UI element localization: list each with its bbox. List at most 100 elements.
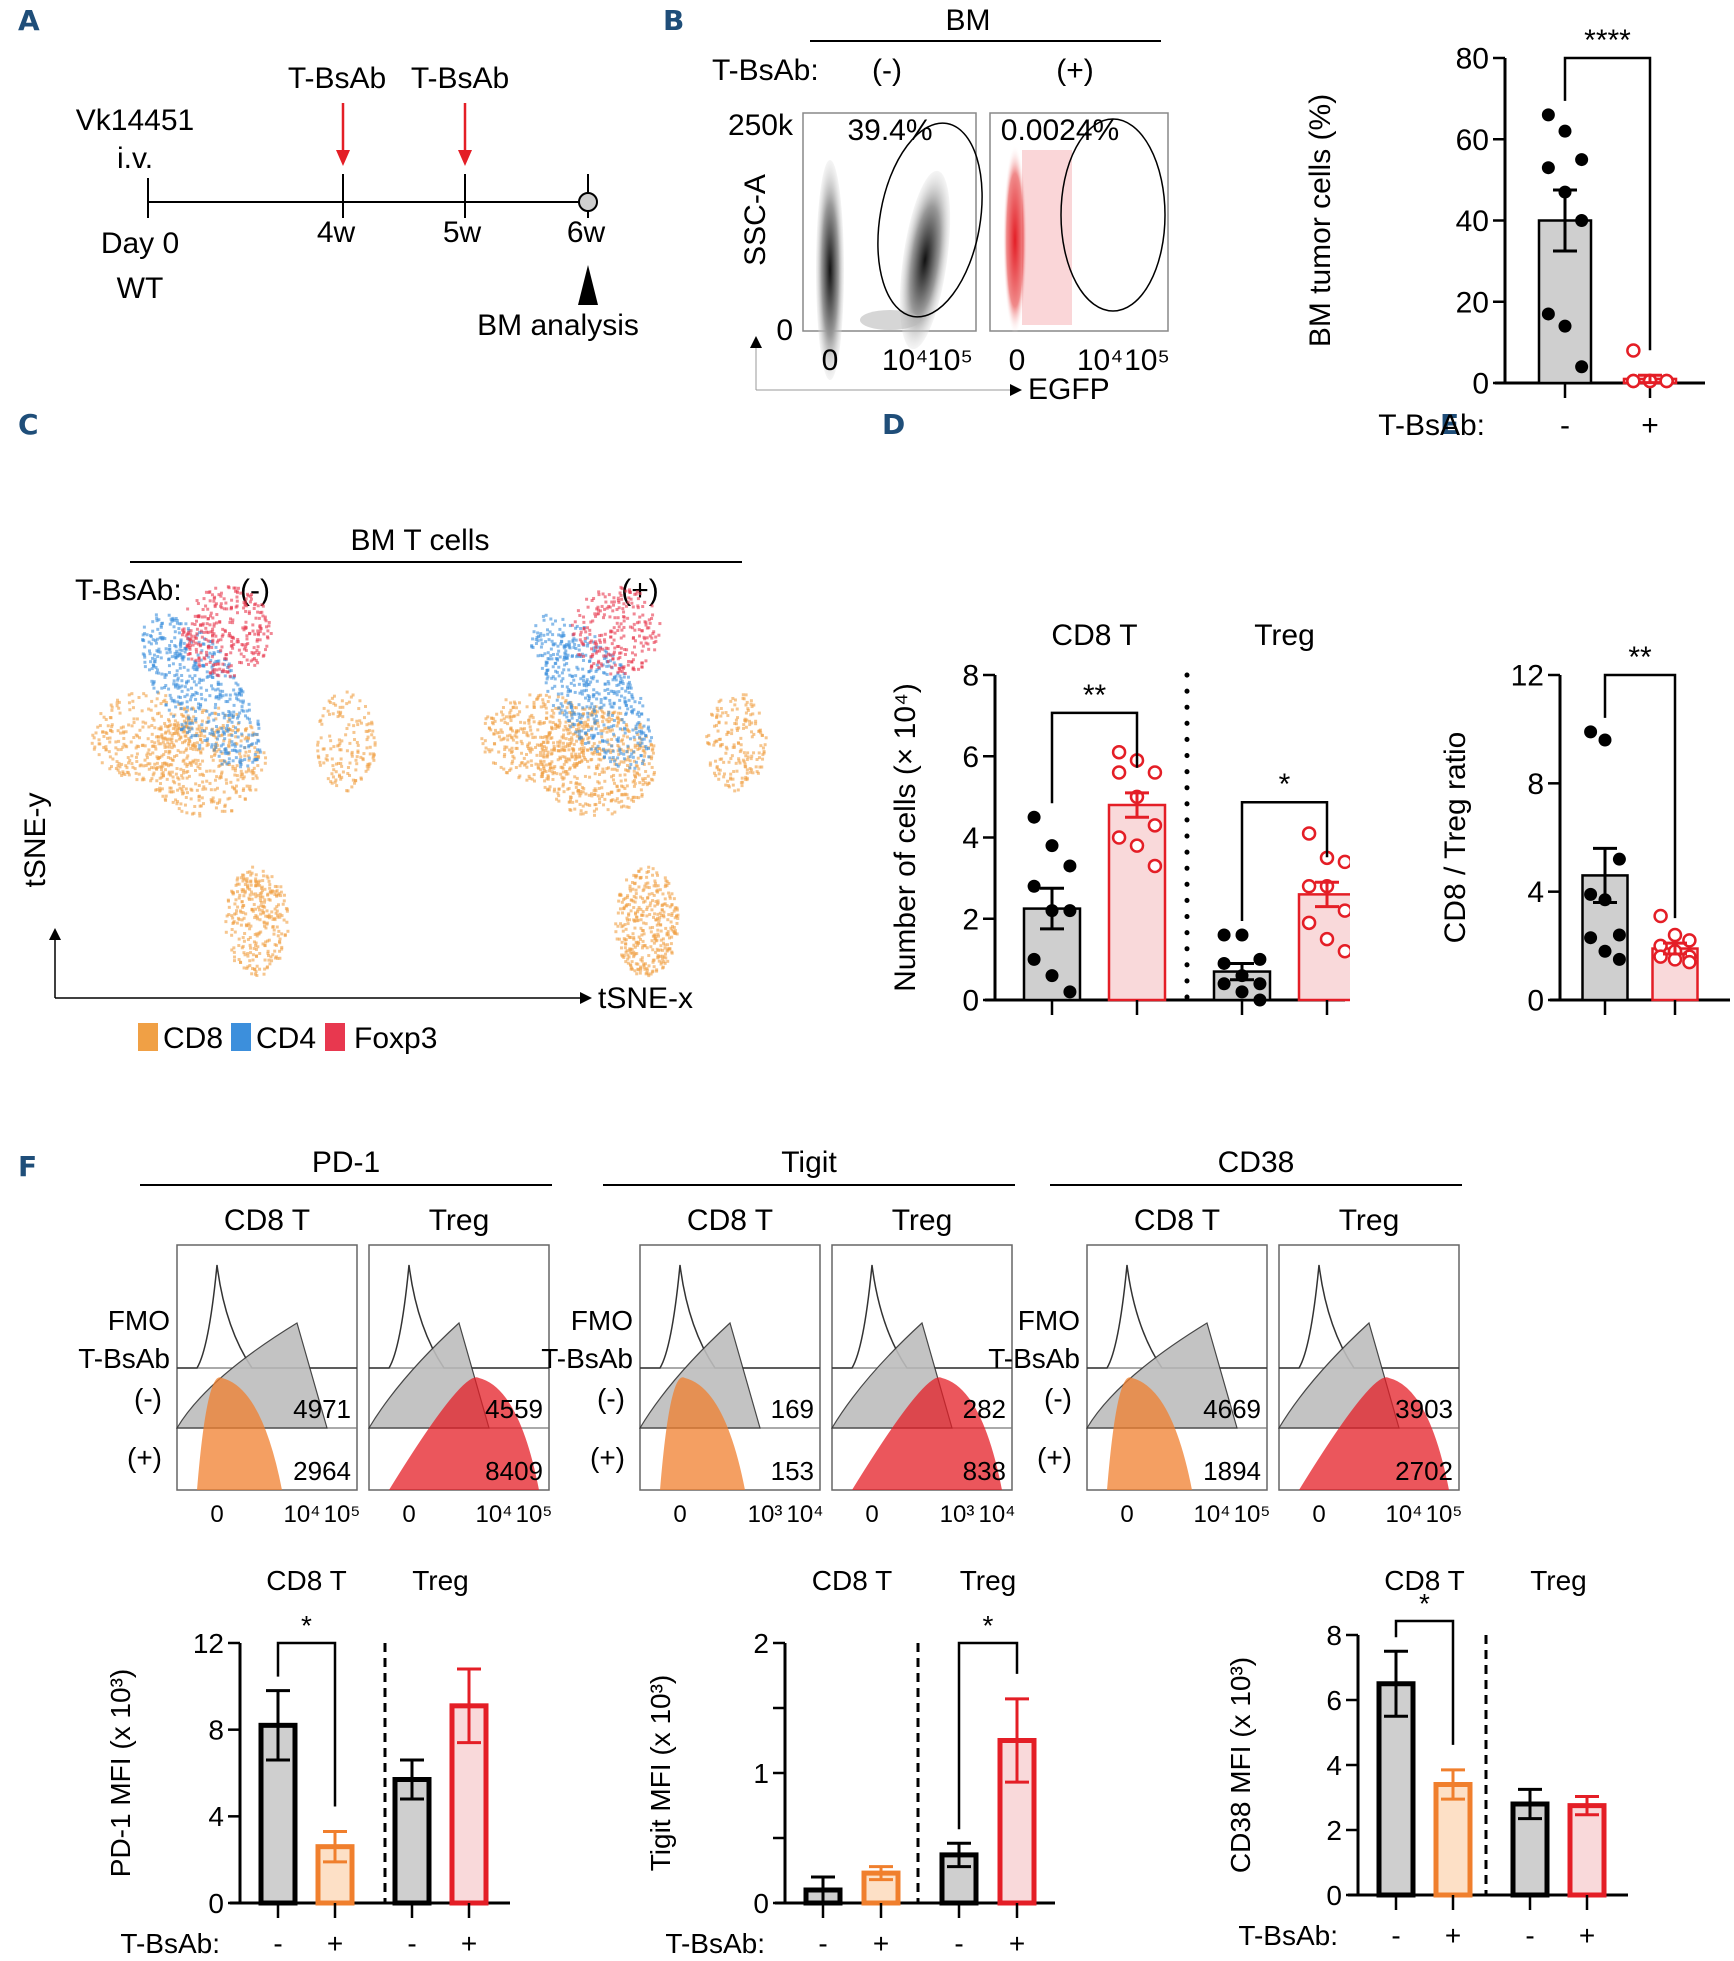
tsne-dot bbox=[598, 753, 601, 756]
tsne-dot bbox=[168, 671, 171, 674]
tsne-dot bbox=[593, 693, 596, 696]
tsne-dot bbox=[206, 622, 209, 625]
tsne-dot bbox=[213, 652, 216, 655]
tsne-dot bbox=[566, 772, 569, 775]
tsne-dot bbox=[198, 767, 201, 770]
tsne-dot bbox=[143, 632, 146, 635]
tsne-dot bbox=[731, 754, 734, 757]
tsne-dot bbox=[190, 764, 193, 767]
tsne-dot bbox=[170, 763, 173, 766]
tsne-dot bbox=[231, 729, 234, 732]
tsne-dot bbox=[649, 740, 652, 743]
x-tick-label: + bbox=[1641, 409, 1659, 440]
tsne-dot bbox=[242, 945, 245, 948]
y-tick-label: 12 bbox=[193, 1628, 224, 1659]
tsne-dot bbox=[574, 627, 577, 630]
tsne-dot bbox=[579, 790, 582, 793]
tsne-dot bbox=[98, 738, 101, 741]
tsne-dot bbox=[591, 677, 594, 680]
tsne-dot bbox=[257, 645, 260, 648]
tsne-dot bbox=[241, 773, 244, 776]
tsne-dot bbox=[248, 632, 251, 635]
tsne-dot bbox=[258, 908, 261, 911]
tsne-dot bbox=[253, 633, 256, 636]
tsne-dot bbox=[566, 685, 569, 688]
tsne-dot bbox=[664, 885, 667, 888]
tsne-dot bbox=[229, 651, 232, 654]
tsne-dot bbox=[346, 789, 349, 792]
tsne-dot bbox=[620, 785, 623, 788]
tsne-dot bbox=[211, 676, 214, 679]
tsne-dot bbox=[621, 718, 624, 721]
tsne-dot bbox=[229, 781, 232, 784]
tsne-dot bbox=[212, 770, 215, 773]
tsne-dot bbox=[652, 867, 655, 870]
tsne-dot bbox=[251, 898, 254, 901]
tsne-dot bbox=[580, 729, 583, 732]
tsne-dot bbox=[716, 709, 719, 712]
tsne-dot bbox=[612, 778, 615, 781]
tsne-dot bbox=[626, 687, 629, 690]
x-tick-label: 0 bbox=[1312, 1501, 1325, 1528]
tsne-dot bbox=[737, 741, 740, 744]
tsne-dot bbox=[544, 640, 547, 643]
tsne-dot bbox=[152, 664, 155, 667]
tsne-dot bbox=[111, 758, 114, 761]
tsne-dot bbox=[179, 802, 182, 805]
tsne-dot bbox=[251, 623, 254, 626]
tsne-dot bbox=[217, 734, 220, 737]
tsne-dot bbox=[193, 668, 196, 671]
tsne-dot bbox=[557, 800, 560, 803]
tsne-dot bbox=[348, 701, 351, 704]
tsne-dot bbox=[201, 615, 204, 618]
tsne-dot bbox=[228, 719, 231, 722]
tsne-dot bbox=[733, 789, 736, 792]
tsne-dot bbox=[553, 790, 556, 793]
tsne-dot bbox=[366, 768, 369, 771]
legend-label-cd8: CD8 bbox=[163, 1022, 223, 1055]
tsne-dot bbox=[722, 761, 725, 764]
tsne-dot bbox=[156, 638, 159, 641]
tsne-dot bbox=[577, 668, 580, 671]
tsne-dot bbox=[347, 723, 350, 726]
tsne-dot bbox=[511, 747, 514, 750]
tsne-dot bbox=[539, 751, 542, 754]
tsne-dot bbox=[544, 672, 547, 675]
tsne-dot bbox=[247, 663, 250, 666]
tsne-dot bbox=[354, 759, 357, 762]
tsne-dot bbox=[128, 701, 131, 704]
tsne-dot bbox=[579, 653, 582, 656]
tsne-dot bbox=[131, 700, 134, 703]
tsne-dot bbox=[239, 749, 242, 752]
tsne-dot bbox=[256, 661, 259, 664]
tsne-dot bbox=[718, 738, 721, 741]
tsne-dot bbox=[602, 748, 605, 751]
tsne-dot bbox=[595, 652, 598, 655]
tsne-dot bbox=[164, 725, 167, 728]
tsne-dot bbox=[249, 789, 252, 792]
tsne-dot bbox=[575, 786, 578, 789]
tsne-dot bbox=[616, 629, 619, 632]
tsne-dot bbox=[554, 727, 557, 730]
tsne-dot bbox=[713, 725, 716, 728]
tsne-dot bbox=[128, 708, 131, 711]
tsne-dot bbox=[329, 739, 332, 742]
tsne-dot bbox=[579, 713, 582, 716]
tsne-dot bbox=[637, 796, 640, 799]
tsne-dot bbox=[253, 903, 256, 906]
tsne-dot bbox=[656, 889, 659, 892]
tsne-dot bbox=[600, 698, 603, 701]
tsne-dot bbox=[637, 757, 640, 760]
analysis-point-icon bbox=[579, 193, 597, 211]
tsne-dot bbox=[239, 765, 242, 768]
tsne-dot bbox=[578, 683, 581, 686]
tsne-dot bbox=[201, 711, 204, 714]
tsne-dot bbox=[233, 902, 236, 905]
mfi-plus: 2964 bbox=[293, 1456, 351, 1486]
tsne-dot bbox=[640, 629, 643, 632]
tsne-dot bbox=[613, 676, 616, 679]
tsne-dot bbox=[584, 640, 587, 643]
tsne-dot bbox=[238, 958, 241, 961]
tsne-dot bbox=[257, 604, 260, 607]
tsne-dot bbox=[221, 690, 224, 693]
